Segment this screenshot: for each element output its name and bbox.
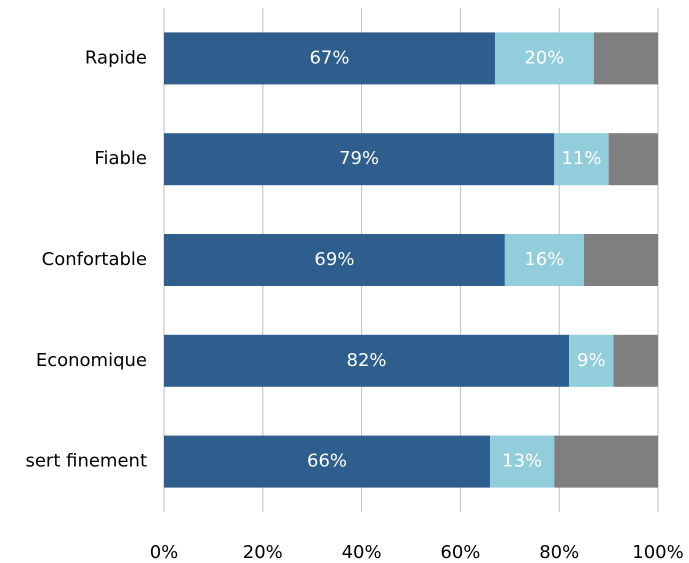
bar-segment [490,435,555,488]
data-label: 82% [347,350,387,371]
y-tick-label: Confortable [42,249,147,270]
data-label: 20% [524,47,564,68]
data-label: 69% [314,249,354,270]
data-label: 79% [339,148,379,169]
bar-segment [613,334,658,387]
data-label: 9% [577,350,606,371]
bar-segment [554,133,609,186]
bar-segment [164,334,570,387]
bar-segment [164,133,555,186]
bar-segment [569,334,614,387]
data-label: 67% [309,47,349,68]
x-tick-label: 100% [632,542,683,563]
x-tick-label: 20% [243,542,283,563]
bar-segment [504,234,584,286]
x-tick-label: 80% [539,542,579,563]
bar-segment [593,32,658,85]
y-tick-label: Economique [36,350,147,371]
data-label: 11% [561,148,601,169]
bar-segment [554,435,658,488]
data-label: 13% [502,451,542,472]
bar-segment [164,32,495,85]
bar-segment [583,234,658,286]
x-tick-label: 0% [150,542,179,563]
y-tick-label: sert finement [25,451,147,472]
bar-segment [164,435,491,488]
bar-segment [494,32,594,85]
data-label: 16% [524,249,564,270]
y-tick-label: Rapide [85,47,147,68]
bar-segment [608,133,658,186]
x-tick-label: 60% [440,542,480,563]
bar-segment [164,234,505,286]
x-tick-label: 40% [342,542,382,563]
y-tick-label: Fiable [94,148,147,169]
data-label: 66% [307,451,347,472]
